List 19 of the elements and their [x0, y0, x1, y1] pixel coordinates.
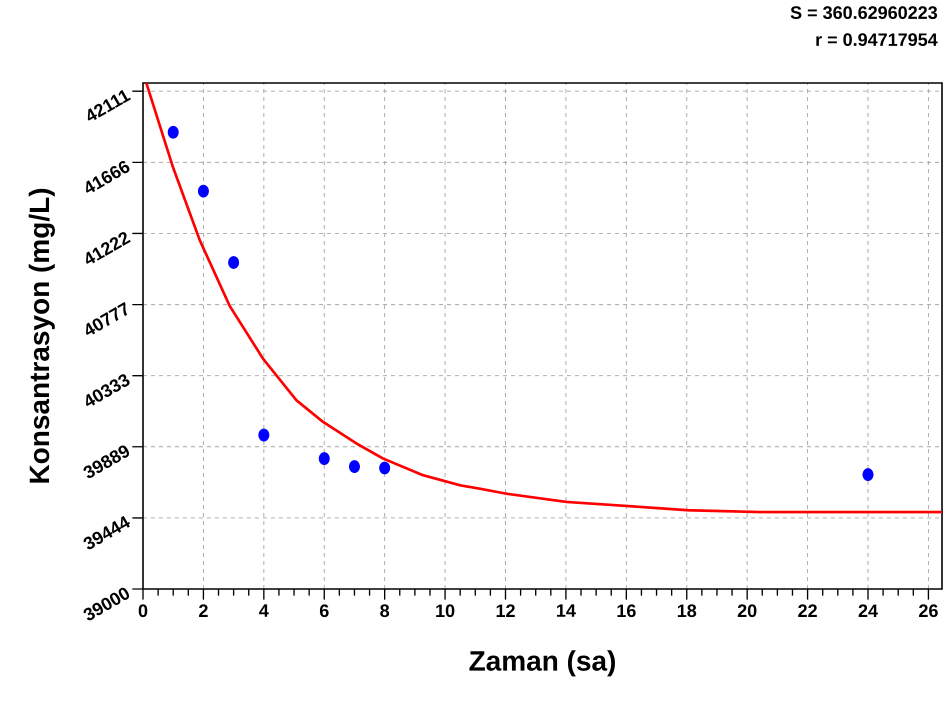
x-tick-label: 12 — [496, 604, 515, 617]
x-tick-label: 24 — [858, 604, 878, 617]
x-tick-label: 20 — [738, 604, 756, 618]
x-tick-label: 10 — [436, 604, 454, 618]
x-tick-label: 16 — [617, 604, 636, 618]
x-tick-label: 0 — [138, 604, 148, 618]
x-tick-label: 26 — [919, 604, 938, 618]
x-tick-label: 22 — [798, 604, 817, 617]
x-tick-label: 14 — [557, 604, 576, 617]
y-tick-label: 42111 — [88, 90, 131, 121]
x-tick-label: 2 — [199, 604, 208, 617]
x-axis-title: Zaman (sa) — [469, 650, 615, 676]
x-tick-label: 6 — [320, 604, 329, 618]
x-tick-label: 8 — [380, 604, 390, 618]
x-tick-label: 4 — [259, 604, 269, 617]
text: r = 0.94717954 — [816, 33, 938, 46]
text: S = 360.62960223 — [790, 6, 938, 20]
x-tick-label: 18 — [678, 604, 696, 618]
y-axis-title: Konsantrasyon (mg/L) — [28, 188, 55, 483]
